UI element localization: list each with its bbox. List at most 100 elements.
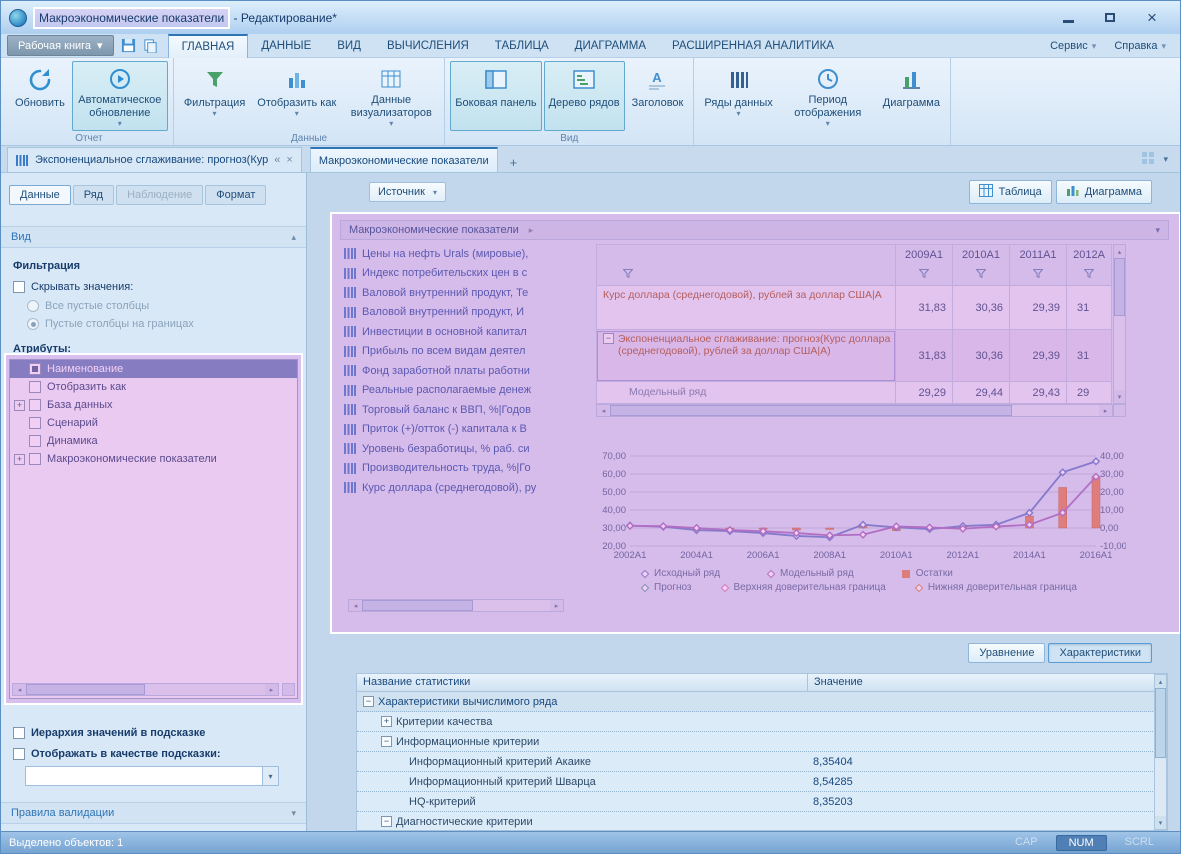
scroll-up-icon[interactable]: ▴ [1155,675,1166,688]
maximize-button[interactable] [1096,8,1124,28]
series-item[interactable]: Приток (+)/отток (-) капитала к В [340,420,590,440]
value-cell[interactable]: 30,36 [953,330,1010,382]
new-tab-button[interactable]: + [509,155,518,170]
stats-vscrollbar[interactable]: ▴ ▾ [1154,674,1167,830]
statistic-row[interactable]: − Диагностические критерии [357,812,1167,830]
series-item[interactable]: Торговый баланс к ВВП, %|Годов [340,400,590,420]
sidebar-tab[interactable]: Ряд [72,185,115,205]
scroll-down-icon[interactable]: ▾ [1114,390,1125,403]
hierarchy-tooltip-checkbox[interactable]: Иерархия значений в подсказке [13,727,306,739]
table-view-button[interactable]: Таблица [968,180,1052,204]
value-cell[interactable]: 31,83 [896,330,953,382]
ribbon-button[interactable]: Ряды данных ▾ [699,61,777,131]
ribbon-button[interactable]: Фильтрация ▾ [179,61,250,131]
table-header-year[interactable]: 2010A1 [953,244,1010,286]
table-header-year[interactable]: 2012A [1067,244,1112,286]
series-item[interactable]: Фонд заработной платы работни [340,361,590,381]
validation-rules-header[interactable]: Правила валидации ▾ [1,802,306,824]
column-header-value[interactable]: Значение [807,674,869,691]
statistic-row[interactable]: + Критерии качества [357,712,1167,732]
collapse-icon[interactable]: − [603,333,614,344]
source-button[interactable]: Источник ▾ [369,182,446,202]
checkbox-icon[interactable] [29,399,41,411]
scroll-right-icon[interactable]: ▸ [1099,405,1112,416]
ribbon-button[interactable]: Период отображения ▾ [780,61,876,131]
series-item[interactable]: Курс доллара (среднегодовой), ру [340,478,590,498]
series-item[interactable]: Уровень безработицы, % раб. си [340,439,590,459]
view-section-header[interactable]: Вид ▴ [1,226,306,248]
filter-funnel-icon[interactable] [1032,269,1044,281]
ribbon-tab[interactable]: ГЛАВНАЯ [167,33,249,58]
ribbon-tab[interactable]: ТАБЛИЦА [494,39,549,52]
attribute-item[interactable]: Наименование [10,360,297,378]
scroll-left-icon[interactable]: ◂ [597,405,610,416]
series-item[interactable]: Валовой внутренний продукт, И [340,303,590,323]
close-button[interactable]: × [1147,8,1157,27]
collapse-icon[interactable]: − [363,696,374,707]
workbook-menu-button[interactable]: Рабочая книга ▾ [7,35,114,56]
service-menu[interactable]: Сервис ▾ [1050,39,1097,52]
scroll-right-icon[interactable]: ▸ [265,684,278,695]
attribute-item[interactable]: Отобразить как [10,378,297,396]
value-cell[interactable]: 29,29 [896,382,953,404]
collapse-pane-icon[interactable]: « [274,154,281,166]
table-row[interactable]: Модельный ряд 29,29 29,44 29,43 29 [596,382,1126,404]
ribbon-tab[interactable]: ВИД [337,39,361,52]
left-pane-tab[interactable]: Экспоненциальное сглаживание: прогноз(Ку… [7,147,302,172]
value-cell[interactable]: 31 [1067,330,1112,382]
chart-view-button[interactable]: Диаграмма [1055,180,1152,204]
series-item[interactable]: Валовой внутренний продукт, Те [340,283,590,303]
report-header[interactable]: Макроэкономические показатели ▸ ▾ [340,220,1169,240]
value-cell[interactable]: 31 [1067,286,1112,330]
checkbox-icon[interactable] [29,435,41,447]
ribbon-button[interactable]: Дерево рядов [543,61,625,131]
value-cell[interactable]: 29,43 [1010,382,1067,404]
statistic-row[interactable]: − Информационные критерии [357,732,1167,752]
statistic-row[interactable]: Информационный критерий Шварца 8,54285 [357,772,1167,792]
series-item[interactable]: Цены на нефть Urals (мировые), [340,244,590,264]
scroll-thumb[interactable] [26,684,146,695]
scroll-thumb[interactable] [1155,688,1166,758]
scroll-left-icon[interactable]: ◂ [13,684,26,695]
scroll-left-icon[interactable]: ◂ [349,600,362,611]
scroll-down-icon[interactable]: ▾ [1155,816,1166,829]
document-tab[interactable]: Макроэкономические показатели [309,147,498,172]
copy-icon[interactable] [143,38,158,53]
series-name-cell[interactable]: − Экспоненциальное сглаживание: прогноз(К… [596,330,896,382]
value-cell[interactable]: 29,39 [1010,330,1067,382]
ribbon-button[interactable]: Отобразить как ▾ [252,61,341,131]
help-menu[interactable]: Справка ▾ [1114,39,1166,52]
ribbon-button[interactable]: Автоматическое обновление ▾ [71,61,168,131]
equation-button[interactable]: Уравнение [968,643,1046,663]
column-header-statistic[interactable]: Название статистики [363,676,471,688]
expand-icon[interactable]: + [381,716,392,727]
value-cell[interactable]: 29 [1067,382,1112,404]
scroll-thumb[interactable] [362,600,474,611]
expand-icon[interactable]: + [14,399,25,411]
scroll-thumb[interactable] [1114,258,1125,316]
tiles-layout-icon[interactable] [1141,151,1155,168]
table-header-year[interactable]: 2011A1 [1010,244,1067,286]
filter-funnel-icon[interactable] [975,269,987,281]
ribbon-tab[interactable]: ДАННЫЕ [261,39,312,52]
scroll-right-icon[interactable]: ▸ [550,600,563,611]
collapse-icon[interactable]: − [381,736,392,747]
series-hscrollbar[interactable]: ◂ ▸ [348,599,564,612]
ribbon-tab[interactable]: ДИАГРАММА [574,39,647,52]
ribbon-button[interactable]: Диаграмма [878,61,945,131]
table-vscrollbar[interactable]: ▴ ▾ [1113,244,1126,404]
attribute-item[interactable]: + Макроэкономические показатели [10,450,297,468]
ribbon-button[interactable]: Данные визуализаторов ▾ [343,61,439,131]
value-cell[interactable]: 30,36 [953,286,1010,330]
ribbon-button[interactable]: Боковая панель [450,61,542,131]
value-cell[interactable]: 31,83 [896,286,953,330]
series-item[interactable]: Инвестиции в основной капитал [340,322,590,342]
table-row[interactable]: Курс доллара (среднегодовой), рублей за … [596,286,1126,330]
minimize-button[interactable] [1054,8,1082,28]
tooltip-attribute-dropdown[interactable]: ▾ [25,766,279,786]
attributes-hscrollbar[interactable]: ◂ ▸ [12,683,279,696]
checkbox-icon[interactable] [29,363,41,375]
series-item[interactable]: Производительность труда, %|Го [340,459,590,479]
scroll-thumb[interactable] [610,405,1012,416]
attribute-item[interactable]: + База данных [10,396,297,414]
